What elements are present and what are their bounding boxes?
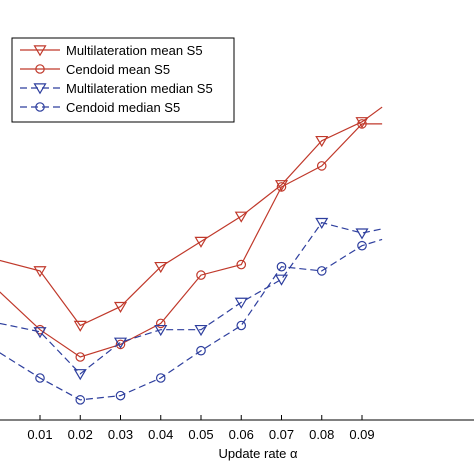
data-point-marker — [35, 373, 45, 383]
legend-item: Multilateration median S5 — [20, 81, 213, 96]
series-2 — [0, 119, 383, 362]
data-point-marker — [113, 337, 128, 349]
x-tick-label: 0.05 — [188, 427, 213, 442]
data-point-marker — [155, 373, 166, 383]
x-tick-label: 0.07 — [269, 427, 294, 442]
data-point-marker — [355, 117, 369, 129]
series-4 — [0, 238, 383, 405]
data-point-marker — [196, 345, 206, 356]
data-point-marker — [355, 228, 369, 240]
data-point-marker — [115, 390, 126, 401]
x-tick-label: 0.04 — [148, 427, 173, 442]
data-point-marker — [35, 102, 45, 112]
data-point-marker — [75, 395, 86, 405]
data-point-marker — [194, 236, 208, 248]
axes: 0.01 0.02 0.03 0.04 0.05 0.06 0.07 0.08 0.09 — [0, 415, 474, 442]
x-axis-label: Update rate α — [218, 446, 298, 461]
data-point-marker — [316, 266, 327, 276]
series-line — [0, 238, 383, 401]
legend-item: Multilateration mean S5 — [20, 43, 203, 58]
legend-item: Cendoid median S5 — [20, 100, 180, 115]
data-point-marker — [357, 240, 367, 251]
data-point-marker — [73, 369, 87, 381]
data-point-marker — [33, 45, 47, 57]
legend-label: Multilateration mean S5 — [66, 43, 203, 58]
x-tick-label: 0.01 — [27, 427, 52, 442]
data-point-marker — [33, 266, 47, 278]
data-point-marker — [234, 297, 248, 309]
series-1 — [0, 106, 383, 332]
data-point-marker — [316, 161, 327, 171]
x-tick-label: 0.06 — [229, 427, 254, 442]
data-point-marker — [357, 119, 367, 129]
legend-label: Cendoid mean S5 — [66, 62, 170, 77]
legend-label: Multilateration median S5 — [66, 81, 213, 96]
series-line — [0, 123, 383, 358]
series-line — [0, 221, 383, 375]
data-point-marker — [276, 261, 287, 272]
data-point-marker — [113, 301, 128, 314]
x-tick-label: 0.02 — [68, 427, 93, 442]
x-tick-label: 0.03 — [108, 427, 133, 442]
data-point-marker — [274, 274, 289, 286]
plot-area — [0, 106, 383, 405]
data-point-marker — [196, 270, 206, 280]
legend-label: Cendoid median S5 — [66, 100, 180, 115]
data-point-marker — [234, 211, 248, 223]
data-point-marker — [155, 318, 166, 329]
data-point-marker — [315, 217, 329, 230]
series-3 — [0, 217, 383, 381]
data-point-marker — [236, 320, 247, 331]
data-point-marker — [35, 64, 45, 74]
data-point-marker — [315, 135, 329, 148]
series-line — [0, 106, 383, 327]
data-point-marker — [236, 259, 247, 270]
data-point-marker — [33, 83, 47, 95]
data-point-marker — [73, 320, 87, 332]
data-point-marker — [33, 327, 47, 339]
data-point-marker — [194, 324, 208, 337]
legend-box — [11, 37, 235, 123]
legend: Multilateration mean S5 Cendoid mean S5 Mu… — [11, 37, 235, 123]
x-tick-label: 0.08 — [309, 427, 334, 442]
legend-item: Cendoid mean S5 — [20, 62, 170, 77]
data-point-marker — [276, 182, 287, 192]
data-point-marker — [75, 352, 86, 362]
x-tick-label: 0.09 — [349, 427, 374, 442]
data-point-marker — [154, 261, 168, 274]
data-point-marker — [154, 324, 168, 337]
